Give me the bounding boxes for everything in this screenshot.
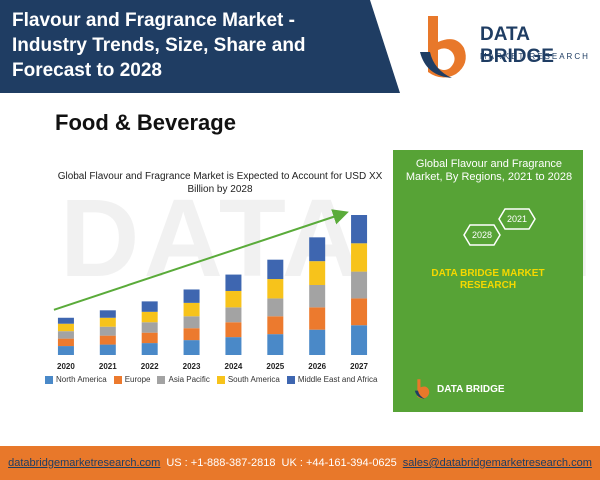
- brand-logo-icon: [420, 16, 466, 78]
- bar-2025-series-4: [267, 259, 284, 280]
- legend-swatch: [157, 375, 166, 384]
- bar-2027-series-2: [351, 271, 368, 299]
- bar-2026-series-1: [309, 307, 326, 330]
- bar-2024-series-0: [225, 337, 242, 355]
- hexagon-badge-start-year: 2021: [498, 208, 536, 230]
- legend-item: North America: [45, 375, 107, 384]
- bar-2021-series-1: [99, 335, 116, 345]
- brand-subtitle: MARKET RESEARCH: [480, 52, 590, 61]
- regions-panel: Global Flavour and Fragrance Market, By …: [393, 150, 583, 412]
- bar-2021-series-2: [99, 326, 116, 336]
- legend-label: Europe: [124, 375, 151, 384]
- x-tick-label: 2022: [141, 362, 159, 371]
- us-phone: US : +1-888-387-2818: [166, 457, 276, 469]
- bar-2024-series-1: [225, 322, 242, 338]
- regions-panel-brand: DATA BRIDGE MARKET RESEARCH: [431, 268, 545, 291]
- bar-2023-series-4: [183, 289, 200, 303]
- bar-2020-series-2: [57, 331, 74, 339]
- bar-2022-series-4: [141, 301, 158, 312]
- bar-2024-series-4: [225, 274, 242, 291]
- trend-arrow: [53, 209, 349, 311]
- chart-legend: North America Europe Asia Pacific South Ame…: [45, 375, 390, 384]
- bar-2021-series-3: [99, 317, 116, 327]
- legend-swatch: [45, 375, 53, 384]
- x-tick-label: 2023: [183, 362, 201, 371]
- legend-item: Asia Pacific: [157, 375, 210, 384]
- legend-swatch: [286, 375, 295, 384]
- bar-2026-series-3: [309, 261, 326, 285]
- bar-2023-series-0: [183, 340, 200, 355]
- legend-label: North America: [56, 375, 107, 384]
- legend-label: South America: [227, 375, 280, 384]
- legend-item: Europe: [113, 375, 151, 384]
- brand-logo: DATA BRIDGE MARKET RESEARCH: [370, 0, 600, 93]
- bar-2020-series-0: [57, 346, 74, 355]
- legend-item: Middle East and Africa: [286, 375, 378, 384]
- bar-2020-series-1: [57, 338, 74, 347]
- bar-2021-series-4: [99, 310, 116, 318]
- bar-2027-series-3: [351, 243, 368, 272]
- mini-brand-logo: DATA BRIDGE: [413, 378, 505, 400]
- bar-2026-series-4: [309, 237, 326, 262]
- bar-2027-series-0: [351, 325, 368, 355]
- x-tick-label: 2026: [308, 362, 326, 371]
- bar-2025-series-1: [267, 316, 284, 335]
- legend-item: South America: [216, 375, 280, 384]
- bar-2023-series-1: [183, 328, 200, 341]
- page-title: Flavour and Fragrance Market - Industry …: [12, 10, 306, 81]
- hex-year-end: 2028: [471, 230, 493, 240]
- bar-2020-series-3: [57, 323, 74, 332]
- mini-logo-icon: [414, 379, 430, 399]
- bar-2025-series-0: [267, 334, 284, 355]
- bar-2025-series-2: [267, 298, 284, 317]
- bar-2023-series-2: [183, 316, 200, 329]
- uk-phone: UK : +44-161-394-0625: [281, 457, 397, 469]
- footer-bar: databridgemarketresearch.com US : +1-888…: [0, 446, 600, 480]
- hexagon-badge-end-year: 2028: [463, 224, 501, 246]
- legend-swatch: [216, 375, 225, 384]
- bar-2025-series-3: [267, 279, 284, 299]
- bar-2027-series-4: [351, 215, 368, 244]
- bar-2022-series-3: [141, 311, 158, 323]
- bar-2026-series-2: [309, 285, 326, 308]
- section-heading: Food & Beverage: [55, 110, 236, 135]
- stacked-bar-chart: 2020 2021 2022 2023 2024 2025 2026 2027: [53, 209, 369, 371]
- bar-2024-series-2: [225, 307, 242, 323]
- x-tick-label: 2027: [350, 362, 368, 371]
- x-tick-label: 2020: [57, 362, 75, 371]
- bar-2023-series-3: [183, 302, 200, 317]
- x-tick-label: 2021: [99, 362, 117, 371]
- mini-logo-name: DATA BRIDGE: [437, 383, 505, 395]
- bar-2022-series-2: [141, 322, 158, 333]
- website-link[interactable]: databridgemarketresearch.com: [8, 457, 161, 469]
- bar-2026-series-0: [309, 329, 326, 355]
- bar-2024-series-3: [225, 290, 242, 308]
- chart-title: Global Flavour and Fragrance Market is E…: [57, 171, 383, 195]
- hex-year-start: 2021: [506, 214, 528, 224]
- email-link[interactable]: sales@databridgemarketresearch.com: [402, 457, 592, 469]
- legend-swatch: [113, 375, 122, 384]
- header-banner: Flavour and Fragrance Market - Industry …: [0, 0, 600, 93]
- bar-2022-series-0: [141, 343, 158, 355]
- bar-2022-series-1: [141, 332, 158, 344]
- x-tick-label: 2025: [266, 362, 284, 371]
- brand-name: DATA BRIDGE: [480, 24, 554, 67]
- bar-2027-series-1: [351, 298, 368, 326]
- legend-label: Asia Pacific: [168, 375, 210, 384]
- regions-panel-title: Global Flavour and Fragrance Market, By …: [405, 158, 573, 183]
- bar-2021-series-0: [99, 344, 116, 355]
- bar-2020-series-4: [57, 317, 74, 324]
- x-tick-label: 2024: [225, 362, 243, 371]
- legend-label: Middle East and Africa: [297, 375, 378, 384]
